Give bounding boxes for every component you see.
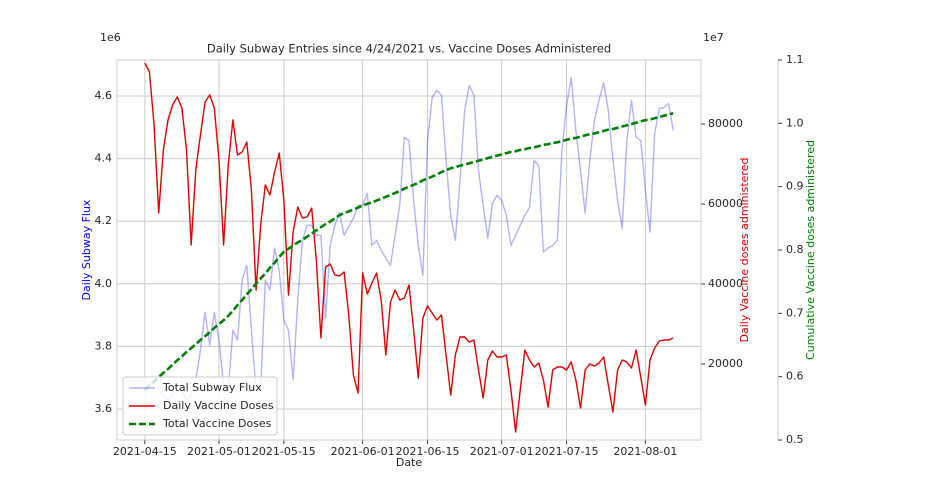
legend-label: Total Vaccine Doses bbox=[162, 417, 272, 430]
y-offset-label: 1e6 bbox=[100, 31, 121, 44]
y-tick-label: 4.0 bbox=[95, 277, 113, 290]
y3-tick-label: 0.5 bbox=[786, 433, 804, 446]
legend: Total Subway Flux Daily Vaccine Doses Tota… bbox=[122, 376, 278, 436]
y2-tick-label: 60000 bbox=[708, 197, 743, 210]
y-tick-label: 4.6 bbox=[95, 89, 113, 102]
y3-offset-label: 1e7 bbox=[703, 31, 724, 44]
x-tick-label: 2021-04-15 bbox=[113, 445, 177, 458]
x-tick-label: 2021-07-01 bbox=[470, 445, 534, 458]
x-tick-label: 2021-06-01 bbox=[331, 445, 395, 458]
y3-tick-label: 0.8 bbox=[786, 243, 804, 256]
series-line bbox=[144, 62, 674, 433]
x-tick-label: 2021-05-01 bbox=[187, 445, 251, 458]
legend-box bbox=[122, 376, 278, 436]
series-line bbox=[144, 76, 674, 401]
y2-tick-label: 20000 bbox=[708, 357, 743, 370]
y3-tick-label: 0.6 bbox=[786, 370, 804, 383]
legend-label: Daily Vaccine Doses bbox=[163, 399, 274, 412]
x-tick-label: 2021-08-01 bbox=[613, 445, 677, 458]
y2-tick-label: 80000 bbox=[708, 117, 743, 130]
y3-axis-label: Cumulative Vaccine doses administered bbox=[804, 140, 817, 360]
chart-title: Daily Subway Entries since 4/24/2021 vs.… bbox=[207, 42, 611, 56]
x-tick-label: 2021-07-15 bbox=[535, 445, 599, 458]
y3-tick-label: 1.1 bbox=[786, 53, 804, 66]
x-tick-label: 2021-05-15 bbox=[252, 445, 316, 458]
plot-frame bbox=[116, 59, 702, 441]
y3-tick-label: 1.0 bbox=[786, 116, 804, 129]
x-tick-label: 2021-06-15 bbox=[396, 445, 460, 458]
x-axis-label: Date bbox=[396, 456, 423, 469]
y3-tick-label: 0.9 bbox=[786, 180, 804, 193]
y-axis-label: Daily Subway Flux bbox=[80, 199, 93, 300]
y-tick-label: 3.8 bbox=[95, 339, 113, 352]
y-tick-label: 4.2 bbox=[95, 214, 113, 227]
y-tick-label: 3.6 bbox=[95, 402, 113, 415]
y3-tick-label: 0.7 bbox=[786, 306, 804, 319]
series-line bbox=[143, 111, 674, 391]
legend-label: Total Subway Flux bbox=[162, 381, 262, 394]
y2-tick-label: 40000 bbox=[708, 277, 743, 290]
y2-axis-label: Daily Vaccine doses administered bbox=[738, 158, 751, 343]
y-tick-label: 4.4 bbox=[95, 152, 113, 165]
